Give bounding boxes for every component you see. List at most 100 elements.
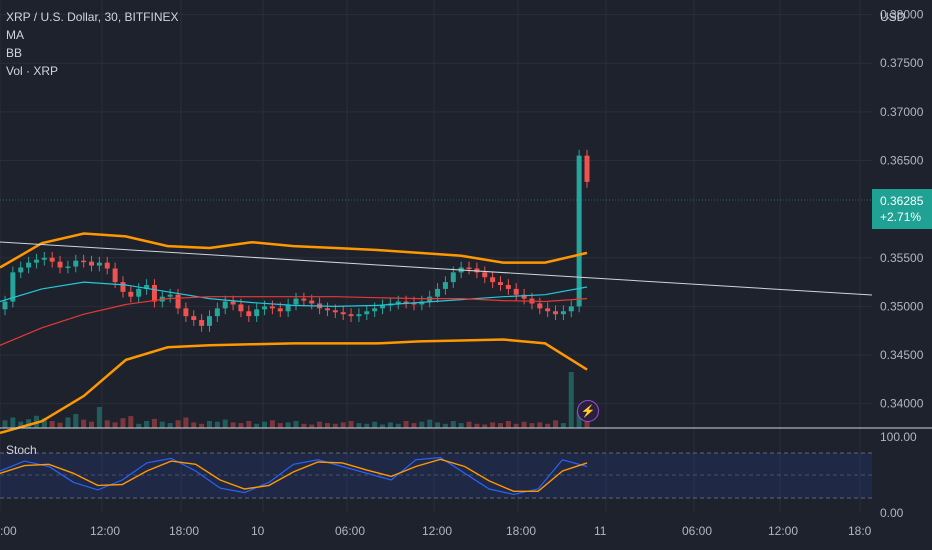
volume-bar [2,420,8,428]
volume-bar [112,422,118,428]
volume-bar [293,421,299,428]
legend-bb[interactable]: BB [6,46,23,60]
time-tick-label: 12:00 [90,524,120,538]
volume-bar [49,421,55,428]
volume-bar [285,422,291,428]
trend-line[interactable] [0,241,873,296]
ma-blue-line [0,281,588,308]
volume-bar [214,421,220,428]
candle-body [450,272,456,283]
candle-body [442,282,448,289]
volume-bar [10,417,16,428]
candle-body [537,303,543,309]
candle-body [466,267,472,269]
candle-body [246,311,252,317]
currency-label[interactable]: USD [880,10,906,24]
candle-body [151,285,157,302]
price-tick-label: 0.36500 [880,154,924,168]
volume-bar [521,421,527,428]
volume-bar [474,423,480,428]
volume-bar [136,423,142,428]
stoch-axis: 100.00 0.00 [880,430,917,520]
volume-bar [450,421,456,428]
volume-bar [230,422,236,428]
candle-body [10,272,16,302]
stoch-d-line [0,458,588,492]
candle-body [403,301,409,304]
candle-body [112,268,118,283]
candle-body [128,291,134,297]
price-tick-label: 0.35000 [880,299,924,313]
candle-body [576,155,582,307]
bollinger-lower-line [0,338,588,435]
legend-volume[interactable]: Vol · XRP [6,64,59,78]
candle-body [191,316,197,321]
volume-bar [301,423,307,428]
grid-lines [0,0,872,512]
time-tick-label: :00 [0,524,17,538]
lightning-icon[interactable]: ⚡ [577,400,599,422]
time-axis[interactable]: :00 12:00 18:00 10 06:00 12:00 18:00 11 06:00 12:… [0,524,872,538]
legend-ma[interactable]: MA [6,28,24,42]
candle-body [183,308,189,317]
volume-bar [317,421,323,428]
candle-body [89,261,95,266]
candle-body [505,285,511,289]
volume-bar [560,423,566,428]
stoch-k-line [0,456,588,496]
stoch-legend[interactable]: Stoch [6,443,37,457]
candle-body [65,266,71,269]
time-tick-label: 18:00 [506,524,536,538]
candle-body [419,301,425,305]
legend-symbol[interactable]: XRP / U.S. Dollar, 30, BITFINEX [6,10,179,24]
candle-body [81,260,87,263]
volume-bar [482,424,488,428]
volume-bar [65,417,71,428]
volume-bar [144,421,150,428]
candle-body [175,294,181,309]
price-axis[interactable]: 0.38000 0.37500 0.37000 0.36500 0.35500 0.350… [880,8,924,411]
candle-body [309,300,315,304]
volume-bar [411,423,417,428]
volume-bar [497,423,503,428]
volume-bar [309,424,315,428]
volume-bar [435,422,441,428]
volume-bar [183,417,189,428]
volume-bar [222,419,228,428]
price-tick-label: 0.37500 [880,56,924,70]
volume-bar [191,422,197,428]
volume-bar [387,422,393,428]
price-change-value: +2.71% [880,210,922,224]
volume-bar [537,422,543,428]
volume-bar [120,418,126,428]
volume-bar [513,423,519,428]
stoch-tick-label: 0.00 [880,506,904,520]
candle-body [33,259,39,263]
candle-body [348,314,354,317]
candle-body [199,320,205,326]
volume-bar [419,421,425,428]
candle-body [490,277,496,283]
volume-bar [41,418,47,428]
candle-body [167,294,173,297]
volume-bar [584,418,590,428]
candle-body [269,306,275,309]
candle-body [568,306,574,312]
candle-body [206,316,212,326]
stoch-tick-label: 100.00 [880,430,917,444]
volume-bar [403,421,409,428]
volume-bar [246,421,252,428]
candle-body [120,282,126,292]
candle-body [2,301,8,310]
candle-body [395,301,401,304]
volume-bar [356,423,362,428]
candle-body [364,311,370,315]
volume-bar [167,423,173,428]
candle-body [497,282,503,286]
candle-body [293,298,299,305]
candle-body [324,308,330,311]
last-price-value: 0.36285 [880,194,924,208]
volume-bar [159,421,165,428]
volume-bar [553,420,559,428]
